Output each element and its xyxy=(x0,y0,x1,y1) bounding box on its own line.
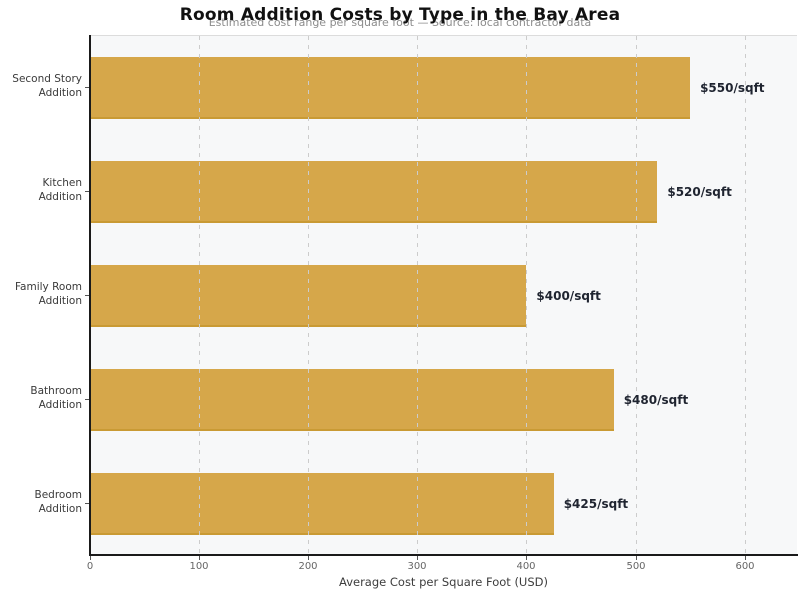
x-tick-mark xyxy=(745,556,746,560)
chart-subtitle: Estimated cost range per square foot — S… xyxy=(208,16,592,29)
x-tick-mark xyxy=(199,556,200,560)
category-label: Bathroom Addition xyxy=(30,385,82,411)
gridline-x-500 xyxy=(635,36,637,555)
bar-bathroom-addition xyxy=(90,369,614,431)
value-label: $480/sqft xyxy=(623,393,689,407)
bar-bedroom-addition xyxy=(90,473,554,535)
x-tick-mark xyxy=(636,556,637,560)
y-tick-mark xyxy=(85,399,89,400)
gridline-x-400 xyxy=(526,36,528,555)
x-axis-title: Average Cost per Square Foot (USD) xyxy=(339,575,548,589)
y-tick-mark xyxy=(85,503,89,504)
x-tick-mark xyxy=(417,556,418,560)
value-label: $550/sqft xyxy=(700,81,765,95)
y-tick-mark xyxy=(85,295,89,296)
value-label: $425/sqft xyxy=(563,497,629,511)
x-tick-label: 200 xyxy=(298,561,318,572)
gridline-x-100 xyxy=(199,36,201,555)
y-tick-mark xyxy=(85,87,89,88)
chart-title: Room Addition Costs by Type in the Bay A… xyxy=(179,5,621,25)
x-tick-label: 0 xyxy=(86,561,94,572)
gridline-x-300 xyxy=(417,36,419,555)
x-tick-label: 300 xyxy=(407,561,427,572)
x-tick-mark xyxy=(526,556,527,560)
bar-second-story-addition xyxy=(90,57,691,119)
value-label: $400/sqft xyxy=(536,289,601,303)
x-tick-label: 400 xyxy=(516,561,536,572)
x-tick-label: 100 xyxy=(189,561,209,572)
y-axis-spine xyxy=(89,35,91,556)
category-label: Second Story Addition xyxy=(12,73,82,99)
category-label: Family Room Addition xyxy=(14,281,82,307)
x-tick-label: 600 xyxy=(735,561,755,572)
x-axis-spine xyxy=(89,554,798,556)
plot-area: $550/sqft $520/sqft $400/sqft $480/sqft $425… xyxy=(90,35,797,555)
y-tick-mark xyxy=(85,191,89,192)
bar-kitchen-addition xyxy=(90,161,658,223)
category-label: Kitchen Addition xyxy=(38,177,82,203)
x-tick-label: 500 xyxy=(626,561,646,572)
x-tick-mark xyxy=(308,556,309,560)
gridline-x-600 xyxy=(744,36,746,555)
x-tick-mark xyxy=(90,556,91,560)
gridline-x-200 xyxy=(308,36,310,555)
value-label: $520/sqft xyxy=(667,185,732,199)
category-label: Bedroom Addition xyxy=(34,489,83,515)
